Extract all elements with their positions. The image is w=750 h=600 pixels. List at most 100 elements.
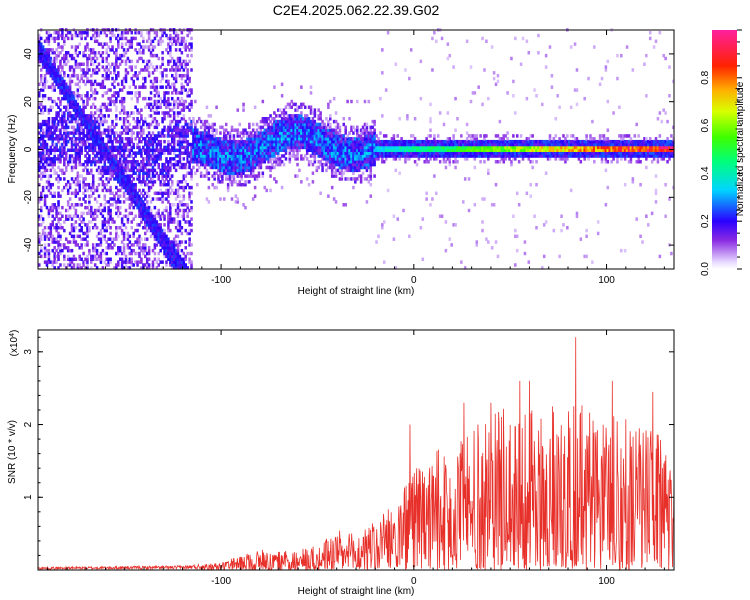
spectrogram-cell <box>157 134 161 138</box>
spectrogram-cell <box>120 180 124 184</box>
spectrogram-cell <box>224 162 228 167</box>
spectrogram-cell <box>138 174 141 178</box>
spectrogram-cell <box>163 128 166 132</box>
spectrogram-cell <box>246 154 249 158</box>
spectrogram-cell <box>334 160 338 164</box>
spectrogram-cell <box>382 145 386 150</box>
spectrogram-cell <box>242 139 245 144</box>
spectrogram-cell <box>276 134 280 138</box>
spectrogram-cell <box>138 203 141 207</box>
spectrogram-cell <box>153 99 157 104</box>
spectrogram-cell <box>78 246 81 250</box>
spectrogram-cell <box>203 151 207 155</box>
spectrogram-cell <box>305 148 309 153</box>
spectrogram-cell <box>167 228 170 233</box>
spectrogram-cell <box>41 148 45 153</box>
spectrogram-cell <box>201 134 205 138</box>
spectrogram-cell <box>238 165 241 170</box>
spectrogram-cell <box>80 145 83 150</box>
spectrogram-cell <box>327 128 330 132</box>
spectrogram-cell <box>115 65 118 69</box>
spectrogram-cell <box>172 62 176 66</box>
spectrogram-cell <box>400 139 403 144</box>
spectrogram-cell <box>236 171 240 175</box>
spectrogram-cell <box>332 174 336 178</box>
spectrogram-cell <box>86 114 89 118</box>
spectrogram-cell <box>49 223 53 227</box>
spectrogram-cell <box>248 122 251 127</box>
spectrogram-cell <box>113 68 116 72</box>
spectrogram-cell <box>109 134 112 138</box>
spectrogram-cell <box>57 122 60 127</box>
spectrogram-cell <box>213 162 216 167</box>
spectrogram-cell <box>159 139 162 144</box>
spectrogram-cell <box>282 111 286 115</box>
spectrogram-cell <box>49 65 53 69</box>
spectrogram-cell <box>250 148 253 153</box>
spectrogram-cell <box>163 125 166 130</box>
spectrogram-cell <box>238 134 241 138</box>
spectrogram-cell <box>346 165 349 170</box>
spectrogram-cell <box>45 162 49 167</box>
spectrogram-cell <box>99 251 103 256</box>
spectrogram-cell <box>244 180 247 184</box>
spectrogram-cell <box>61 88 64 92</box>
spectrogram-cell <box>115 56 118 61</box>
spectrogram-cell <box>398 139 401 144</box>
spectrogram-cell <box>66 148 70 153</box>
spectrogram-cell <box>234 162 238 167</box>
spectrogram-cell <box>325 162 328 167</box>
spectrogram-cell <box>404 154 407 158</box>
spectrogram-cell <box>238 157 241 161</box>
spectrogram-cell <box>309 142 313 147</box>
spectrogram-cell <box>359 154 363 158</box>
spectrogram-cell <box>167 180 170 184</box>
spectrogram-cell <box>99 139 103 144</box>
spectrogram-cell <box>205 105 209 109</box>
spectrogram-cell <box>236 131 240 135</box>
spectrogram-cell <box>319 128 322 132</box>
spectrogram-cell <box>145 191 149 196</box>
spectrogram-cell <box>80 139 83 144</box>
spectrogram-cell <box>53 237 56 241</box>
spectrogram-cell <box>61 168 64 173</box>
spectrogram-cell <box>126 111 130 115</box>
spectrogram-cell <box>329 122 332 127</box>
spectrogram-cell <box>115 205 118 210</box>
spectrogram-cell <box>182 251 186 256</box>
spectrogram-cell <box>402 142 405 147</box>
spectrogram-cell <box>113 51 116 55</box>
spectrogram-cell <box>294 131 297 135</box>
spectrogram-cell <box>217 162 220 167</box>
spectrogram-cell <box>180 117 184 121</box>
spectrogram-cell <box>155 105 159 109</box>
spectrogram-cell <box>142 51 145 55</box>
spectrogram-cell <box>167 85 170 89</box>
spectrogram-cell <box>184 180 187 184</box>
spectrogram-cell <box>188 228 191 233</box>
spectrogram-cell <box>167 246 170 250</box>
spectrogram-cell <box>117 33 120 38</box>
spectrogram-cell <box>157 208 161 213</box>
spectrogram-cell <box>384 157 388 161</box>
spectrogram-cell <box>70 139 74 144</box>
spectrogram-cell <box>151 142 155 147</box>
spectrogram-cell <box>38 102 41 107</box>
spectrogram-cell <box>66 30 70 35</box>
spectrogram-cell <box>109 203 112 207</box>
spectrogram-cell <box>99 211 103 216</box>
spectrogram-cell <box>161 131 164 135</box>
spectrogram-cell <box>130 188 134 193</box>
spectrogram-cell <box>153 137 157 141</box>
spectrogram-cell <box>128 188 132 193</box>
spectrogram-cell <box>176 228 180 233</box>
spectrogram-cell <box>70 234 74 239</box>
spectrogram-cell <box>261 142 265 147</box>
spectrogram-cell <box>163 246 166 250</box>
spectrogram-cell <box>105 225 108 230</box>
spectrogram-cell <box>261 119 265 124</box>
spectrogram-cell <box>267 151 270 155</box>
spectrogram-cell <box>55 148 58 153</box>
spectrogram-cell <box>180 131 184 135</box>
spectrogram-cell <box>41 128 45 132</box>
